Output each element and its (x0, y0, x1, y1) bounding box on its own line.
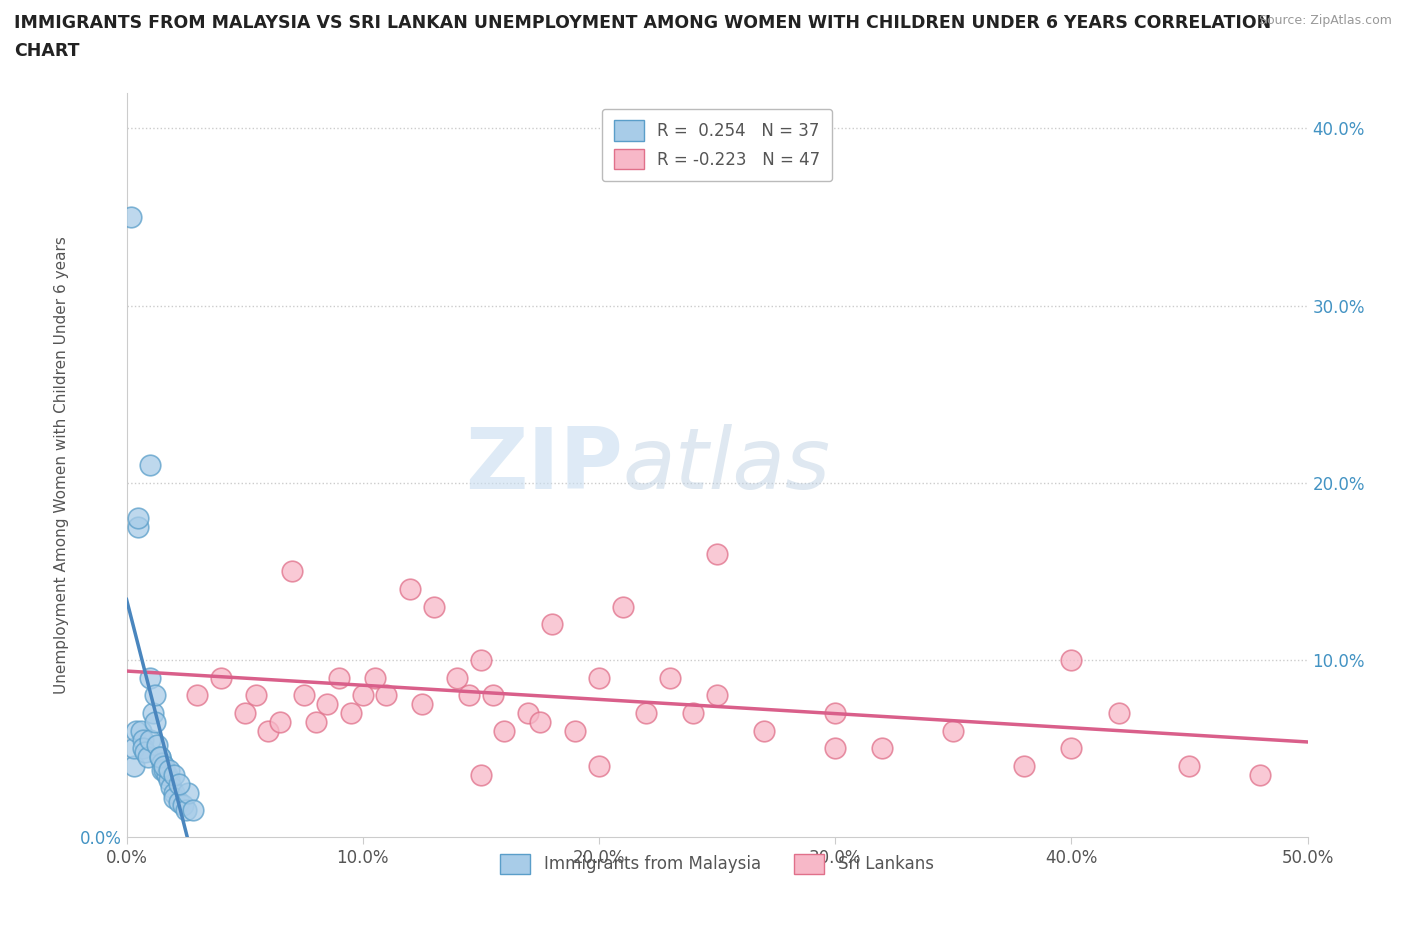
Text: IMMIGRANTS FROM MALAYSIA VS SRI LANKAN UNEMPLOYMENT AMONG WOMEN WITH CHILDREN UN: IMMIGRANTS FROM MALAYSIA VS SRI LANKAN U… (14, 14, 1271, 32)
Point (127, 520, 149, 535)
Point (186, 688, 208, 703)
Point (167, 794, 190, 809)
Point (470, 767, 492, 782)
Point (754, 724, 776, 738)
Point (529, 714, 551, 729)
Point (174, 803, 197, 817)
Point (375, 688, 398, 703)
Point (281, 564, 304, 578)
Point (564, 724, 586, 738)
Point (157, 773, 180, 788)
Point (129, 724, 152, 738)
Point (150, 763, 173, 777)
Point (1060, 653, 1083, 668)
Point (139, 671, 162, 685)
Point (470, 653, 492, 668)
Point (328, 671, 350, 685)
Point (139, 732, 162, 747)
Point (122, 759, 145, 774)
Point (446, 671, 468, 685)
Point (481, 688, 503, 703)
Point (1012, 759, 1035, 774)
Point (1108, 706, 1130, 721)
Point (824, 741, 846, 756)
Point (153, 763, 176, 777)
Point (177, 785, 200, 800)
Point (122, 741, 145, 756)
Point (706, 546, 728, 561)
Point (588, 759, 610, 774)
Point (167, 777, 190, 791)
Point (157, 763, 180, 777)
Point (540, 617, 562, 631)
Point (316, 697, 339, 711)
Point (304, 714, 326, 729)
Point (181, 803, 204, 817)
Point (269, 714, 291, 729)
Point (942, 724, 965, 738)
Point (658, 671, 681, 685)
Point (494, 724, 516, 738)
Point (209, 671, 232, 685)
Point (120, 209, 142, 224)
Text: atlas: atlas (623, 423, 831, 507)
Point (132, 732, 155, 747)
Point (363, 671, 385, 685)
Point (824, 706, 846, 721)
Point (872, 741, 894, 756)
Point (682, 706, 704, 721)
Point (134, 745, 156, 760)
Point (136, 750, 159, 764)
Point (1178, 759, 1201, 774)
Point (292, 688, 315, 703)
Point (588, 671, 610, 685)
Point (233, 706, 256, 721)
Point (127, 511, 149, 525)
Point (706, 688, 728, 703)
Text: CHART: CHART (14, 42, 80, 60)
Point (149, 750, 172, 764)
Point (143, 688, 166, 703)
Point (132, 741, 155, 756)
Point (422, 599, 444, 614)
Point (636, 706, 658, 721)
Point (143, 714, 166, 729)
Point (458, 688, 481, 703)
Point (153, 759, 176, 774)
Point (340, 706, 363, 721)
Point (149, 750, 172, 764)
Point (612, 599, 634, 614)
Point (245, 688, 267, 703)
Point (1060, 741, 1083, 756)
Point (163, 767, 186, 782)
Point (1249, 767, 1271, 782)
Point (163, 785, 186, 800)
Point (139, 458, 162, 472)
Point (156, 767, 179, 782)
Point (352, 688, 374, 703)
Legend: Immigrants from Malaysia, Sri Lankans: Immigrants from Malaysia, Sri Lankans (494, 847, 941, 881)
Text: ZIP: ZIP (465, 423, 623, 507)
Y-axis label: Unemployment Among Women with Children Under 6 years: Unemployment Among Women with Children U… (53, 236, 69, 694)
Point (146, 737, 169, 752)
Point (411, 697, 433, 711)
Text: Source: ZipAtlas.com: Source: ZipAtlas.com (1258, 14, 1392, 27)
Point (399, 581, 422, 596)
Point (163, 790, 186, 805)
Point (141, 706, 163, 721)
Point (257, 724, 280, 738)
Point (517, 706, 540, 721)
Point (160, 780, 183, 795)
Point (125, 724, 148, 738)
Point (172, 798, 194, 813)
Point (150, 755, 173, 770)
